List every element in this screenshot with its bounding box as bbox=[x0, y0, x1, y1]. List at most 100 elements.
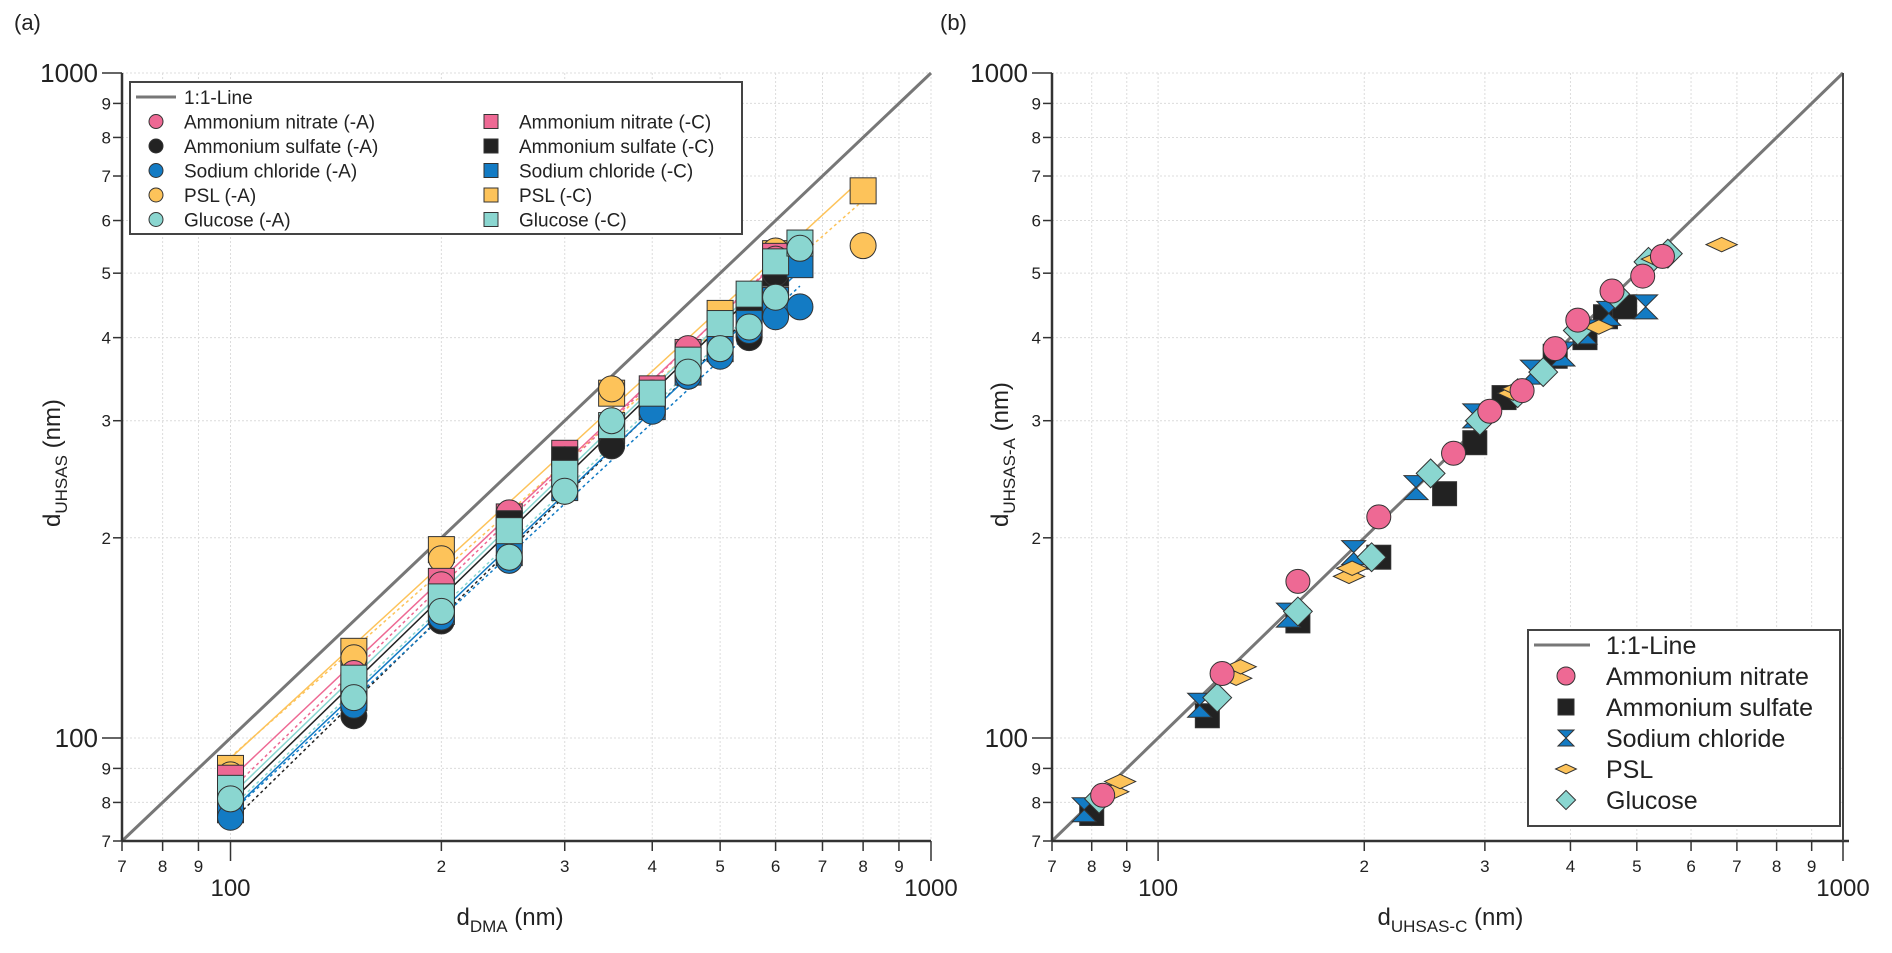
panel-a-x-tick-label: 8 bbox=[858, 857, 867, 876]
panel-a-legend-square-icon bbox=[483, 114, 499, 129]
panel-a-legend-item: Ammonium sulfate (-C) bbox=[483, 137, 714, 158]
panel-b-x-tick-label: 7 bbox=[1047, 857, 1056, 876]
panel-a-data-point bbox=[786, 234, 814, 262]
panel-b-y-tick-label: 8 bbox=[1032, 128, 1041, 147]
panel-b-x-axis-label: dUHSAS-C (nm) bbox=[1378, 904, 1524, 936]
panel-a-y-axis-label: dUHSAS (nm) bbox=[39, 399, 71, 527]
panel-b-data-point bbox=[1202, 682, 1233, 713]
panel-a-data-point bbox=[706, 310, 734, 338]
panel-a-legend-item: Sodium chloride (-C) bbox=[483, 162, 693, 183]
panel-b-data-point bbox=[1103, 773, 1137, 790]
panel-b-legend-item: PSL bbox=[1554, 756, 1653, 784]
panel-b-data-point bbox=[1704, 236, 1739, 253]
panel-b-data-point bbox=[1477, 398, 1503, 424]
panel-b-legend-item: Ammonium nitrate bbox=[1556, 663, 1809, 691]
panel-b-data-point bbox=[1432, 481, 1458, 507]
panel-a-data-point bbox=[551, 477, 579, 505]
panel-a-legend-item: Sodium chloride (-A) bbox=[148, 162, 357, 183]
panel-a-one-to-one-line bbox=[120, 71, 933, 843]
panel-b-legend-item: Glucose bbox=[1555, 787, 1698, 815]
panel-b-legend-label: Ammonium sulfate bbox=[1606, 694, 1813, 722]
panel-b-legend-flat-diamond-icon bbox=[1554, 763, 1578, 775]
panel-b-legend-circle-icon bbox=[1556, 666, 1576, 686]
panel-a-legend-square-icon bbox=[483, 163, 499, 178]
panel-b-y-tick-label-major: 100 bbox=[985, 723, 1028, 753]
panel-b-y-tick-label: 3 bbox=[1032, 412, 1041, 431]
panel-a-y-tick-label: 9 bbox=[102, 759, 111, 778]
panel-a-x-tick-label: 5 bbox=[715, 857, 724, 876]
panel-b-data-point bbox=[1282, 596, 1314, 627]
panel-a-legend-label: Ammonium sulfate (-C) bbox=[519, 137, 714, 158]
panel-a-data-point bbox=[849, 232, 877, 260]
panel-a-data-point bbox=[217, 785, 245, 813]
panel-a-data-point bbox=[786, 293, 814, 321]
panel-a-legend-circle-icon bbox=[148, 212, 164, 227]
panel-b-x-tick-label: 9 bbox=[1122, 857, 1131, 876]
panel-a-legend-item: Ammonium sulfate (-A) bbox=[148, 137, 378, 158]
panel-a-legend-item: Glucose (-A) bbox=[148, 211, 291, 232]
panel-a-x-tick-label: 7 bbox=[818, 857, 827, 876]
panel-b-legend-label: PSL bbox=[1606, 756, 1653, 784]
panel-a-y-tick-label: 7 bbox=[102, 832, 111, 851]
panel-a-data-point bbox=[735, 280, 763, 308]
panel-b-x-tick-label: 2 bbox=[1360, 857, 1369, 876]
panel-a-y-tick-label: 5 bbox=[102, 264, 111, 283]
panel-a-legend-item: PSL (-A) bbox=[148, 186, 256, 207]
panel-a-legend-label: Glucose (-A) bbox=[184, 211, 291, 232]
panel-a-points bbox=[217, 177, 877, 831]
panel-a-data-point bbox=[762, 283, 790, 311]
panel-b-legend-square-icon bbox=[1557, 698, 1575, 716]
panel-a-data-point bbox=[674, 358, 702, 386]
panel-b-data-point bbox=[1335, 560, 1369, 576]
panel-a-legend-item: PSL (-C) bbox=[483, 186, 592, 207]
panel-b-x-tick-label-major: 100 bbox=[1138, 875, 1178, 902]
panel-b-legend-label: Glucose bbox=[1606, 787, 1698, 815]
panel-a-y-tick-label: 2 bbox=[102, 529, 111, 548]
panel-b-data-point bbox=[1186, 692, 1213, 718]
panel-b-y-axis-label: dUHSAS-A (nm) bbox=[987, 382, 1019, 527]
panel-b-data-point bbox=[1632, 294, 1659, 320]
panel-b-x-tick-label: 9 bbox=[1807, 857, 1816, 876]
panel-a-legend-item: Ammonium nitrate (-C) bbox=[483, 113, 711, 134]
panel-b-x-tick-label: 3 bbox=[1480, 857, 1489, 876]
panel-b-data-point bbox=[1285, 568, 1311, 594]
panel-a-legend-label: Sodium chloride (-A) bbox=[184, 162, 357, 183]
panel-b-legend-item: Ammonium sulfate bbox=[1557, 694, 1813, 722]
panel-a-data-point bbox=[735, 313, 763, 341]
panel-a-x-axis-label: dDMA (nm) bbox=[457, 904, 564, 936]
panel-a-data-point bbox=[598, 375, 626, 403]
panel-b-legend-item: 1:1-Line bbox=[1534, 632, 1696, 660]
panel-a-x-tick-label: 9 bbox=[894, 857, 903, 876]
panel-b-data-point bbox=[1630, 263, 1656, 289]
panel-a-legend-label: Glucose (-C) bbox=[519, 211, 627, 232]
panel-b-data-point bbox=[1462, 430, 1488, 456]
panel-a-data-point bbox=[427, 597, 455, 625]
panel-a-legend-square-icon bbox=[483, 212, 499, 227]
panel-b-x-tick-label: 5 bbox=[1632, 857, 1641, 876]
panel-a-legend-circle-icon bbox=[148, 187, 164, 203]
panel-a-legend-box bbox=[129, 81, 743, 235]
panel-a-legend-circle-icon bbox=[148, 114, 164, 129]
panel-b-y-tick-label: 4 bbox=[1032, 329, 1041, 348]
panel-b-data-point bbox=[1209, 661, 1235, 687]
panel-b-data-point bbox=[1565, 307, 1591, 333]
panel-a-legend-item: Ammonium nitrate (-A) bbox=[148, 113, 375, 134]
panel-a-x-tick-label: 7 bbox=[117, 857, 126, 876]
panel-a-x-tick-label: 8 bbox=[158, 857, 167, 876]
panel-a-data-point bbox=[495, 543, 523, 571]
panel-a-data-point bbox=[762, 248, 790, 276]
panel-a-x-tick-label: 9 bbox=[194, 857, 203, 876]
panel-a-y-tick-label: 4 bbox=[102, 329, 111, 348]
panel-a-data-point bbox=[849, 177, 877, 205]
panel-a-legend-circle-icon bbox=[148, 138, 164, 154]
panel-a-legend-circle-icon bbox=[148, 163, 164, 178]
panel-b-y-tick-label: 9 bbox=[1032, 94, 1041, 113]
panel-a-x-tick-label: 4 bbox=[648, 857, 657, 876]
panel-a-x-tick-label: 6 bbox=[771, 857, 780, 876]
panel-b-data-point bbox=[1090, 782, 1116, 808]
panel-a-y-tick-label: 3 bbox=[102, 412, 111, 431]
panel-a-data-point bbox=[495, 517, 523, 545]
